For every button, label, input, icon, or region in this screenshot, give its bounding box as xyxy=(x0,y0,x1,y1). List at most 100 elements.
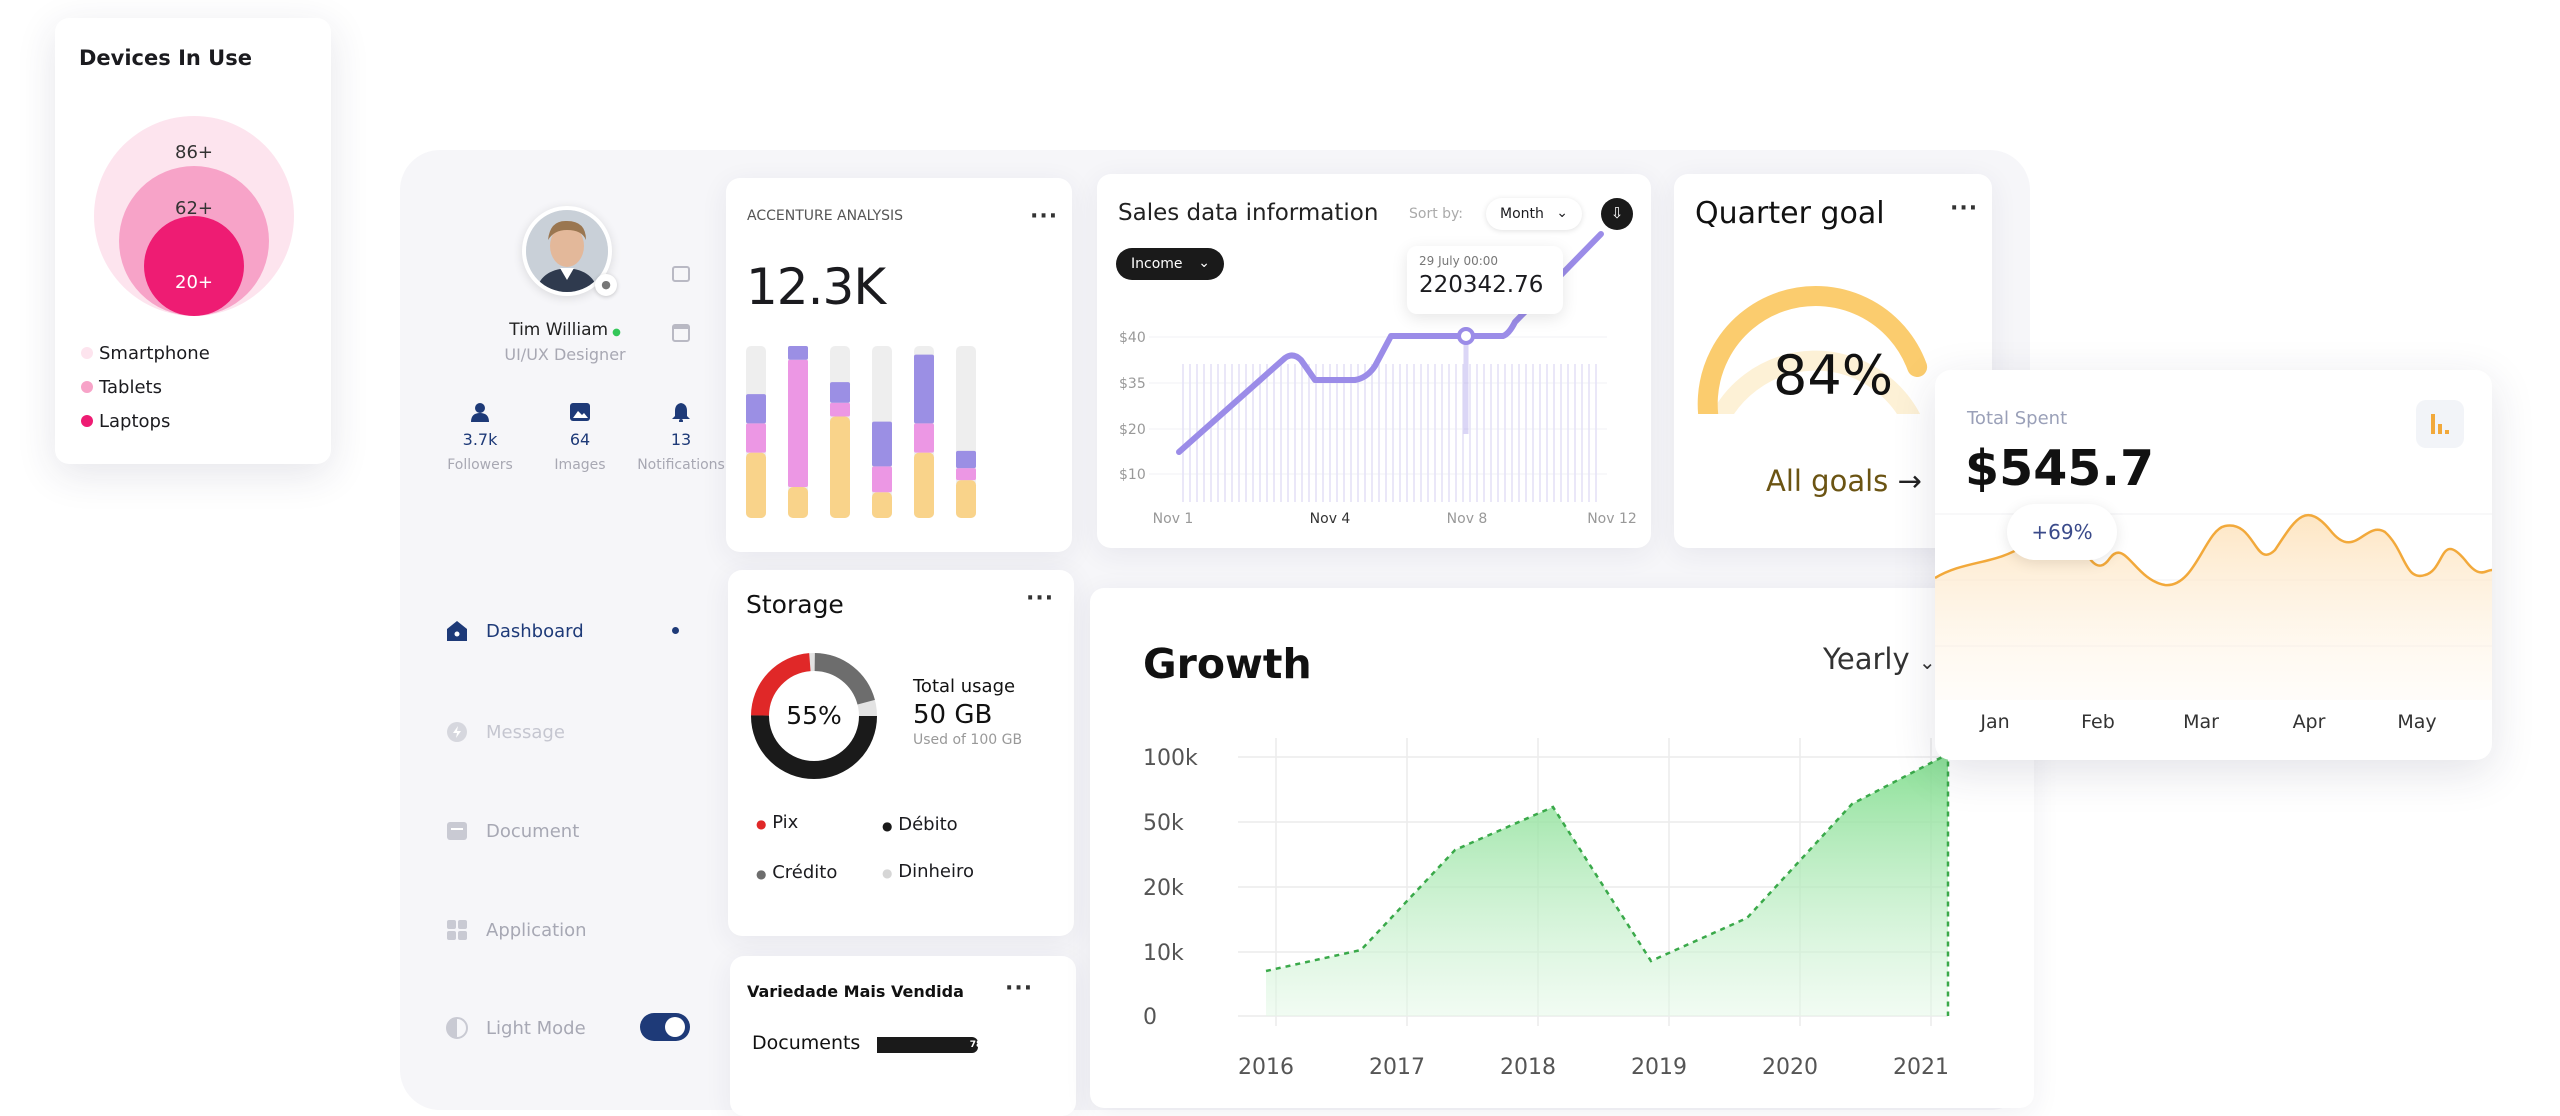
bar-segment-purple xyxy=(956,450,976,469)
nav-item-light-mode: Light Mode xyxy=(446,1011,696,1045)
legend-item-laptops: Laptops xyxy=(81,404,210,438)
quarter-card: Quarter goal ··· 84% All goals → xyxy=(1674,174,1992,548)
variedade-card: Variedade Mais Vendida ··· Documents 78.… xyxy=(730,956,1076,1116)
variedade-title: Variedade Mais Vendida xyxy=(747,982,964,1001)
x-tick-label: 2020 xyxy=(1762,1055,1818,1080)
x-tick-label: 2016 xyxy=(1238,1055,1294,1080)
y-tick-label: 50k xyxy=(1143,811,1184,836)
x-tick-label: Nov 8 xyxy=(1447,511,1488,527)
more-icon[interactable]: ··· xyxy=(1026,586,1055,611)
online-dot: ● xyxy=(612,327,621,338)
stat-notifications[interactable]: 13 Notifications xyxy=(626,402,736,473)
light-mode-toggle[interactable] xyxy=(640,1013,690,1041)
sort-label: Sort by: xyxy=(1409,206,1464,222)
bar-chart-icon[interactable] xyxy=(2416,400,2464,448)
legend-pix: ● Pix xyxy=(756,812,799,833)
legend-dot xyxy=(81,381,93,393)
period-dropdown[interactable]: Yearly ⌄ xyxy=(1823,642,1936,676)
grid-icon xyxy=(447,920,467,940)
devices-card: Devices In Use 86+ 62+ 20+ Smartphone Ta… xyxy=(55,18,331,464)
y-tick-label: 10k xyxy=(1143,941,1184,966)
more-icon[interactable]: ··· xyxy=(1950,196,1979,221)
quarter-percent: 84% xyxy=(1772,344,1894,407)
bar-segment-yellow xyxy=(830,416,850,518)
legend-dinheiro: ● Dinheiro xyxy=(882,861,974,882)
accenture-title: ACCENTURE ANALYSIS xyxy=(747,208,904,224)
x-tick-label: Jan xyxy=(1979,711,2009,733)
all-goals-link[interactable]: All goals → xyxy=(1766,464,1922,498)
focus-point xyxy=(1457,327,1475,345)
avatar[interactable] xyxy=(522,206,612,296)
bar-segment-pink xyxy=(788,359,808,488)
gauge-progress xyxy=(1697,286,1928,414)
bar-segment-yellow xyxy=(914,452,934,518)
bar-segment-yellow xyxy=(788,487,808,518)
document-icon xyxy=(447,822,467,840)
image-icon xyxy=(570,403,590,421)
y-tick-label: $10 xyxy=(1119,467,1146,483)
x-tick-label: Nov 12 xyxy=(1587,511,1637,527)
avatar-portrait xyxy=(526,210,608,292)
sales-series-line xyxy=(1176,231,1604,455)
sales-card: Sales data information Sort by: Month ⌄ ⇩… xyxy=(1097,174,1651,548)
growth-area-chart: 100k 50k 20k 10k 0 2016 2017 2018 2019 2020 2021 xyxy=(1143,738,1950,1080)
stat-followers[interactable]: 3.7k Followers xyxy=(430,402,530,473)
nav-item-message[interactable]: Message xyxy=(446,715,686,749)
download-icon[interactable]: ⇩ xyxy=(1601,198,1633,230)
devices-legend: Smartphone Tablets Laptops xyxy=(81,336,210,438)
x-tick-label: Apr xyxy=(2293,711,2326,733)
home-icon xyxy=(447,621,467,641)
bar-segment-pink xyxy=(956,468,976,481)
variedade-row-label: Documents xyxy=(752,1032,861,1054)
bar-segment-pink xyxy=(746,423,766,453)
legend-dot xyxy=(81,415,93,427)
income-filter[interactable]: Income ⌄ xyxy=(1116,248,1224,280)
svg-text:55%: 55% xyxy=(786,701,842,730)
calendar-icon[interactable] xyxy=(672,324,690,342)
bar-segment-purple xyxy=(788,346,808,360)
bar-segment-pink xyxy=(830,402,850,417)
arrow-right-icon: → xyxy=(1897,464,1922,498)
more-icon[interactable]: ··· xyxy=(1030,204,1059,229)
y-tick-label: 100k xyxy=(1143,746,1198,771)
growth-card: Growth Yearly ⌄ 100k 50k 20k 10k 0 2016 2017 20… xyxy=(1090,588,2034,1108)
sort-dropdown[interactable]: Month ⌄ xyxy=(1486,198,1582,230)
variedade-track: 78.6% xyxy=(877,1032,1005,1058)
person-icon xyxy=(471,403,489,422)
total-spent-label: Total Spent xyxy=(1967,408,2068,429)
quarter-gauge xyxy=(1697,286,1928,414)
nav-item-dashboard[interactable]: Dashboard xyxy=(446,614,686,648)
laptops-circle xyxy=(144,216,244,316)
x-tick-label: Feb xyxy=(2081,711,2115,733)
chevron-down-icon: ⌄ xyxy=(1198,255,1210,271)
active-indicator xyxy=(672,627,679,634)
x-tick-label: 2017 xyxy=(1369,1055,1425,1080)
nav-item-application[interactable]: Application xyxy=(446,913,686,947)
message-icon xyxy=(447,722,467,742)
y-tick-label: $40 xyxy=(1119,330,1146,346)
variedade-badge: 78.6% xyxy=(969,1040,1001,1050)
x-tick-label: Nov 4 xyxy=(1310,511,1351,527)
bar-segment-yellow xyxy=(872,492,892,518)
accenture-card: ACCENTURE ANALYSIS ··· 12.3K xyxy=(726,178,1072,552)
bar-segment-yellow xyxy=(956,480,976,518)
wallet-icon[interactable] xyxy=(672,266,690,282)
x-tick-label: 2019 xyxy=(1631,1055,1687,1080)
growth-title: Growth xyxy=(1143,640,1312,688)
total-spent-card: Total Spent $545.7 Jan Feb Mar Apr May +69% xyxy=(1935,370,2492,760)
toggle-knob xyxy=(665,1017,685,1037)
ring-label-smartphone: 86+ xyxy=(175,142,213,163)
x-tick-label: Nov 1 xyxy=(1153,511,1194,527)
growth-area xyxy=(1266,754,1948,1016)
y-tick-label: $35 xyxy=(1119,376,1146,392)
accenture-bar-chart xyxy=(746,346,976,518)
nav-item-document[interactable]: Document xyxy=(446,814,686,848)
more-icon[interactable]: ··· xyxy=(1005,976,1034,1001)
stat-images[interactable]: 64 Images xyxy=(530,402,630,473)
sales-tooltip: 29 July 00:00 220342.76 xyxy=(1407,246,1563,314)
bell-icon xyxy=(672,403,690,423)
variedade-bar xyxy=(877,1037,978,1053)
y-tick-label: $20 xyxy=(1119,422,1146,438)
legend-debito: ● Débito xyxy=(882,814,958,835)
ring-label-tablets: 62+ xyxy=(175,198,213,219)
